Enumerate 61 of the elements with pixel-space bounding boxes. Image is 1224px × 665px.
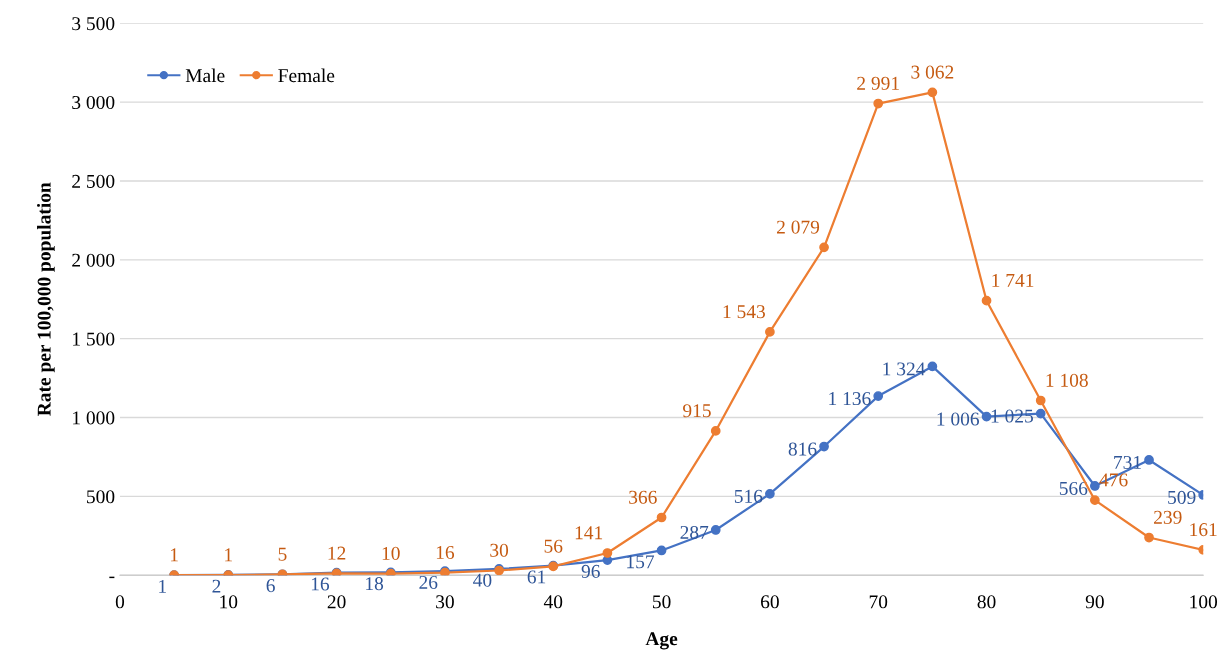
data-label: 40: [473, 573, 492, 587]
data-label: 6: [266, 579, 275, 593]
data-label: 509: [1168, 490, 1196, 504]
data-label: 1: [159, 579, 166, 593]
y-tick-label: 3 000: [72, 95, 115, 110]
data-label: 157: [627, 555, 655, 569]
x-axis-title: Age: [645, 632, 678, 650]
data-label: 30: [490, 543, 509, 557]
x-tick-label: 10: [220, 595, 238, 609]
data-label: 239: [1154, 510, 1182, 524]
data-label: 915: [683, 404, 711, 418]
y-tick-label: 1 500: [73, 332, 115, 346]
data-label: 1 006: [937, 412, 980, 426]
x-tick-label: 40: [543, 595, 563, 609]
data-label: 516: [734, 489, 763, 503]
data-label: 96: [581, 564, 600, 578]
y-tick-label: 2 500: [72, 174, 115, 188]
data-label: 18: [366, 577, 384, 591]
data-label: 26: [419, 575, 438, 589]
y-tick-label: -: [109, 576, 115, 579]
data-label: 366: [629, 490, 657, 504]
data-label: 1 543: [723, 305, 765, 319]
data-label: 16: [311, 577, 330, 591]
data-label: 1 741: [992, 273, 1034, 287]
y-tick-label: 3 500: [72, 17, 115, 31]
y-tick-label: 500: [87, 490, 115, 504]
data-label: 141: [575, 526, 603, 540]
x-tick-label: 20: [327, 595, 346, 609]
data-label: 566: [1059, 481, 1088, 495]
data-label: 2 991: [857, 76, 899, 90]
x-tick-label: 50: [652, 595, 671, 609]
x-tick-label: 100: [1190, 595, 1218, 609]
data-label: 1 324: [883, 362, 926, 376]
data-label: 1 108: [1046, 373, 1088, 387]
data-label: 1: [225, 548, 232, 562]
legend-label: Male: [185, 68, 225, 83]
data-label: 731: [1114, 455, 1141, 469]
y-axis-title: Rate per 100,000 population: [37, 182, 55, 416]
data-label: 2 079: [777, 220, 820, 234]
data-label: 2: [212, 579, 221, 593]
x-tick-label: 90: [1085, 595, 1104, 609]
data-label: 61: [527, 570, 546, 584]
data-label: 5: [278, 547, 287, 561]
data-label: 3 062: [911, 65, 954, 79]
x-tick-label: 80: [977, 595, 996, 609]
y-tick-label: 1 000: [73, 411, 115, 425]
data-label: 816: [788, 442, 817, 456]
data-label: 16: [436, 545, 455, 560]
x-tick-label: 30: [436, 595, 454, 609]
y-tick-label: 2 000: [72, 253, 115, 267]
data-label: 10: [382, 546, 400, 560]
x-tick-label: 60: [761, 595, 779, 609]
data-label: 1: [170, 548, 178, 562]
x-tick-label: 0: [115, 595, 125, 609]
legend-label: Female: [278, 68, 335, 83]
data-label: 287: [680, 525, 709, 539]
data-label: 56: [544, 539, 563, 553]
data-label: 161: [1190, 523, 1217, 537]
data-label: 12: [328, 546, 346, 560]
data-label: 1 136: [829, 392, 871, 406]
x-tick-label: 70: [869, 595, 888, 609]
